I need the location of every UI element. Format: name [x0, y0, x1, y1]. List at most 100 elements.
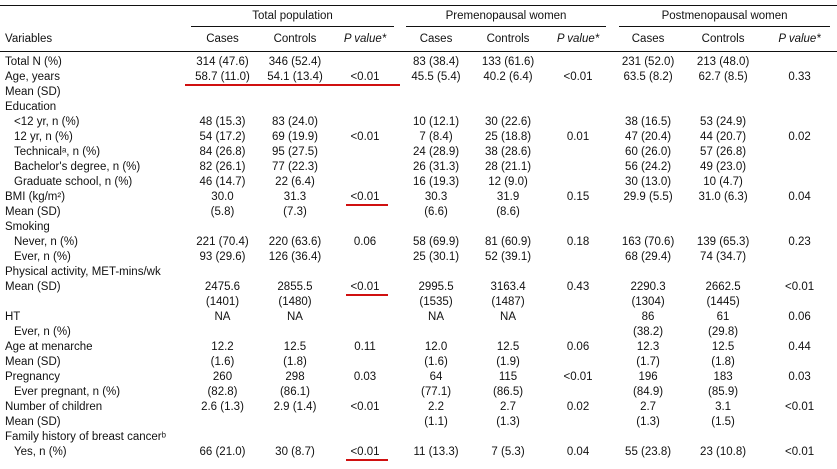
cell [762, 100, 837, 115]
cell [330, 295, 400, 310]
column-header: Controls [260, 27, 330, 52]
row-label [0, 295, 185, 310]
cell [330, 220, 400, 235]
cell: 0.23 [788, 236, 811, 248]
cell: 25 (30.1) [413, 251, 460, 263]
cell: 0.06 [566, 341, 590, 353]
cell: 52 (39.1) [485, 251, 532, 263]
cell: 0.03 [788, 371, 811, 383]
cell: 81 (60.9) [485, 236, 532, 248]
cell [762, 430, 837, 445]
cell [472, 100, 544, 115]
cell: <0.01 [785, 446, 815, 458]
cell: (38.2) [633, 326, 664, 338]
column-header: P value* [330, 27, 401, 52]
cell [260, 265, 330, 280]
cell: 0.44 [788, 341, 811, 353]
cell: 126 (36.4) [268, 251, 322, 263]
row-label: Yes, n (%) [14, 446, 67, 458]
cell [762, 52, 837, 71]
cell [330, 175, 400, 190]
table-row: Age at menarche 12.2 12.5 0.11 12.0 12.5 0.06 1… [0, 340, 837, 355]
cell: 83 (24.0) [271, 116, 319, 128]
cell [330, 355, 400, 370]
cell: 0.06 [353, 236, 377, 248]
cell: <0.01 [330, 280, 400, 296]
cell [544, 415, 612, 430]
cell: (82.8) [207, 386, 238, 398]
cell: 2995.5 [418, 281, 454, 293]
cell [684, 205, 762, 220]
cell [185, 220, 260, 235]
cell [762, 415, 837, 430]
cell: (1401) [205, 296, 240, 308]
cell: (1.9) [496, 356, 520, 368]
cell [400, 100, 472, 115]
row-label: HT [5, 311, 21, 323]
cell: 12.0 [424, 341, 448, 353]
cell: 10 (4.7) [703, 176, 743, 188]
cell [544, 355, 612, 370]
cell: 55 (23.8) [625, 446, 672, 458]
table-row: Ever, n (%) (38.2) (29.8) [0, 325, 837, 340]
cell [400, 85, 472, 100]
cell: 56 (24.2) [625, 161, 672, 173]
cell: 346 (52.4) [268, 56, 322, 68]
row-label: Smoking [5, 221, 50, 233]
cell [330, 250, 400, 265]
cell: 7 (5.3) [491, 446, 525, 458]
cell: 63.5 (8.2) [623, 71, 673, 83]
cell [762, 385, 837, 400]
cell: 28 (21.1) [485, 161, 532, 173]
cell [472, 265, 544, 280]
cell: 61 [716, 311, 730, 323]
cell: 0.04 [788, 191, 811, 203]
table-row: <12 yr, n (%) 48 (15.3) 83 (24.0) 10 (12.1)… [0, 115, 837, 130]
cell: (5.8) [210, 206, 235, 218]
group-label: Postmenopausal women [618, 6, 831, 27]
column-header: P value* [762, 27, 837, 52]
table-row: Ever, n (%) 93 (29.6) 126 (36.4) 25 (30.1) 5… [0, 250, 837, 265]
cell: 0.15 [566, 191, 590, 203]
cell: (1304) [631, 296, 665, 308]
cell: (7.3) [283, 206, 307, 218]
cell: 2290.3 [630, 281, 666, 293]
cell [185, 415, 260, 430]
cell: (1535) [419, 296, 453, 308]
row-label: Technicalᵃ, n (%) [14, 146, 101, 158]
cell [762, 175, 837, 190]
table-row: Pregnancy 260 298 0.03 64 115 <0.01 196 183 0.03 [0, 370, 837, 385]
cell [544, 220, 612, 235]
header-row: Variables Cases Controls P value* Cases Contr… [0, 27, 837, 52]
cell: (86.1) [279, 386, 311, 398]
cell: 12.5 [283, 341, 307, 353]
cell: 231 (52.0) [621, 56, 675, 68]
cell [330, 115, 400, 130]
cell: 48 (15.3) [199, 116, 246, 128]
cell: 86 [641, 311, 655, 323]
table-row: Number of children 2.6 (1.3) 2.9 (1.4) <0.0… [0, 400, 837, 415]
table-row: Yes, n (%) 66 (21.0) 30 (8.7) <0.01 11 (13.3… [0, 445, 837, 461]
cell: NA [214, 311, 231, 323]
cell [472, 85, 544, 100]
cell [762, 325, 837, 340]
row-label: Never, n (%) [14, 236, 78, 248]
cell [472, 325, 544, 340]
cell [330, 160, 400, 175]
cell: <0.01 [563, 71, 593, 83]
cell: <0.01 [330, 445, 400, 461]
cell [684, 430, 762, 445]
cell: 2.7 [640, 401, 657, 413]
row-label: Ever pregnant, n (%) [14, 386, 121, 398]
row-label: BMI (kg/m²) [5, 191, 66, 203]
row-label: Ever, n (%) [14, 326, 71, 338]
cell: (86.5) [493, 386, 524, 398]
cell [260, 430, 330, 445]
cell [544, 250, 612, 265]
cell: 31.3 [283, 191, 307, 203]
table-row: Mean (SD) 2475.6 2855.5 <0.01 2995.5 3163.4 0.… [0, 280, 837, 296]
cell: (6.6) [424, 206, 448, 218]
cell [544, 145, 612, 160]
group-header: Premenopausal women [400, 6, 612, 27]
